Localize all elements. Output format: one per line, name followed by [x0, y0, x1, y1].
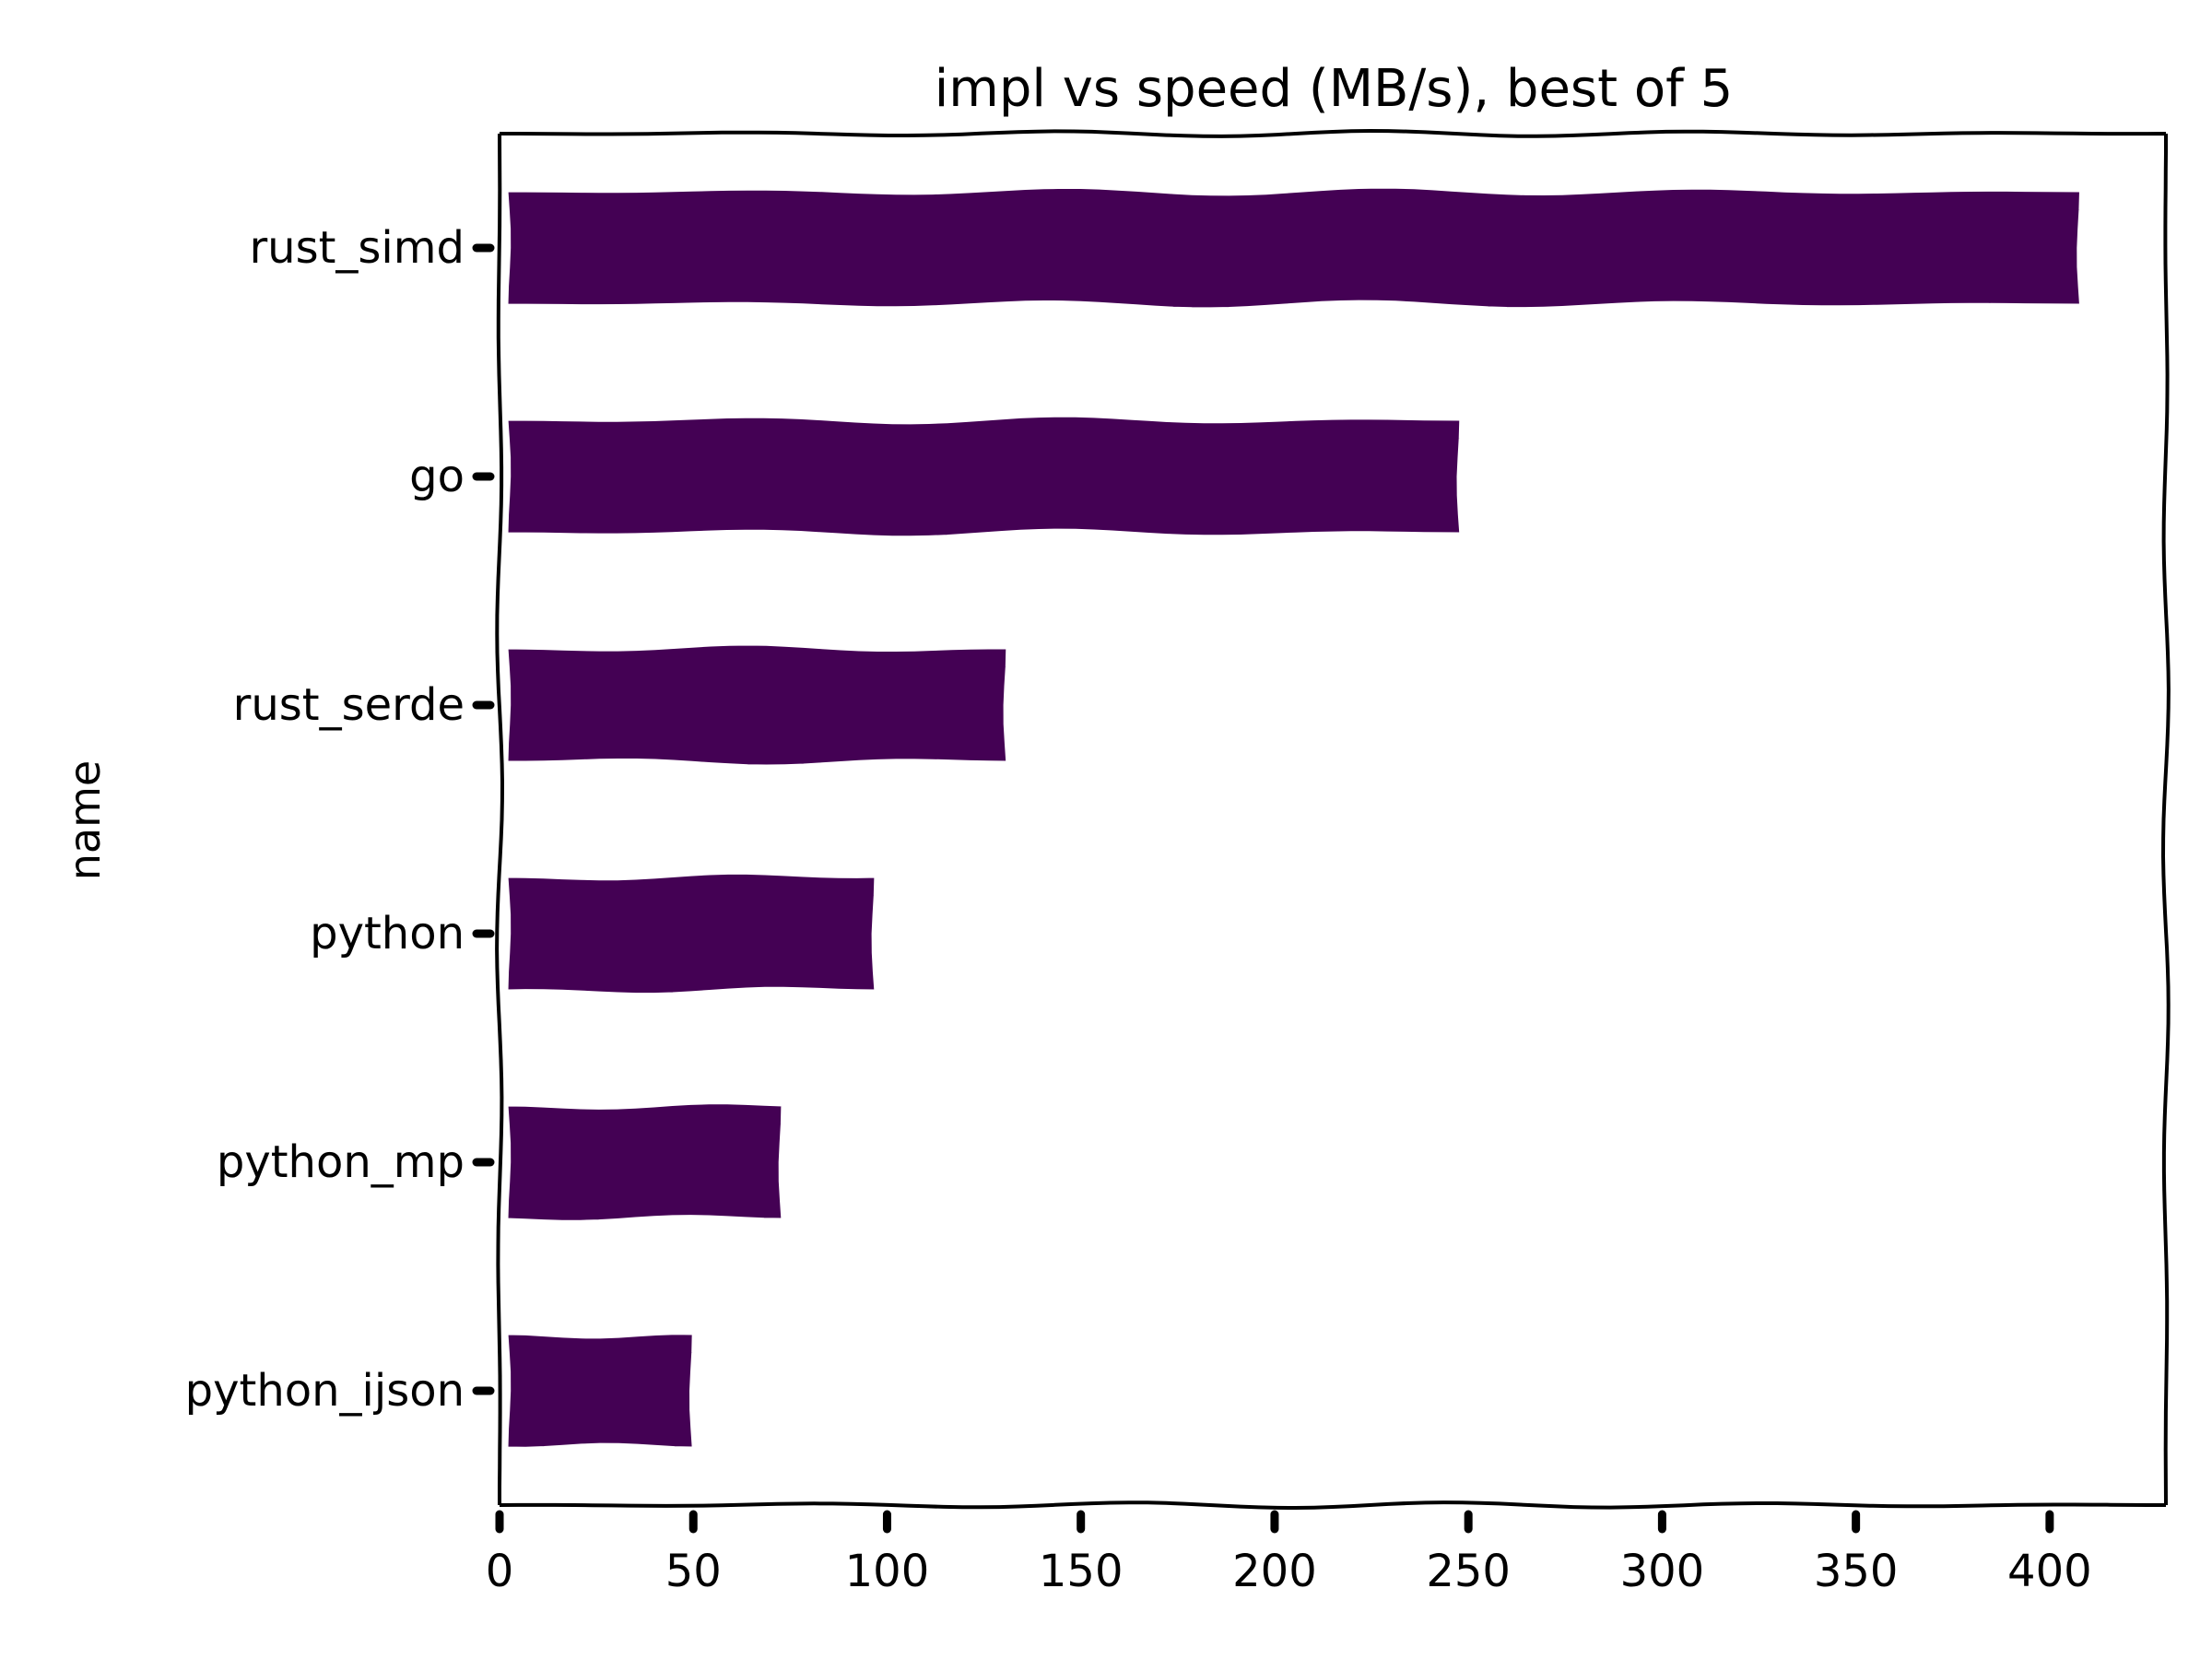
bar-python_ijson	[505, 1332, 695, 1450]
bars-group	[505, 185, 2083, 1450]
x-tick-label-250: 250	[1426, 1546, 1511, 1597]
x-tick-label-350: 350	[1814, 1546, 1899, 1597]
x-tick-label-0: 0	[486, 1546, 514, 1597]
y-tick-label-python_mp: python_mp	[217, 1136, 465, 1188]
bar-rust_serde	[505, 642, 1009, 768]
bar-go	[505, 414, 1463, 539]
y-tick-label-rust_simd: rust_simd	[249, 222, 465, 274]
y-tick-label-go: go	[409, 451, 465, 502]
chart-title: impl vs speed (MB/s), best of 5	[935, 59, 1734, 119]
x-tick-label-400: 400	[2007, 1546, 2092, 1597]
y-tick-label-python: python	[310, 908, 465, 959]
y-axis-label: name	[60, 760, 110, 880]
x-axis-ticks: 0 50 100 150 200 250 300 350 400	[486, 1510, 2092, 1597]
plot-frame	[495, 129, 2171, 1510]
bar-rust_simd	[505, 185, 2083, 311]
y-tick-label-rust_serde: rust_serde	[233, 679, 465, 731]
x-tick-label-200: 200	[1232, 1546, 1317, 1597]
bar-python	[505, 871, 877, 996]
x-tick-label-150: 150	[1039, 1546, 1124, 1597]
bar-python_mp	[505, 1101, 784, 1223]
x-tick-label-100: 100	[845, 1546, 930, 1597]
x-tick-label-50: 50	[665, 1546, 722, 1597]
y-tick-label-python_ijson: python_ijson	[185, 1365, 465, 1417]
x-tick-label-300: 300	[1620, 1546, 1705, 1597]
